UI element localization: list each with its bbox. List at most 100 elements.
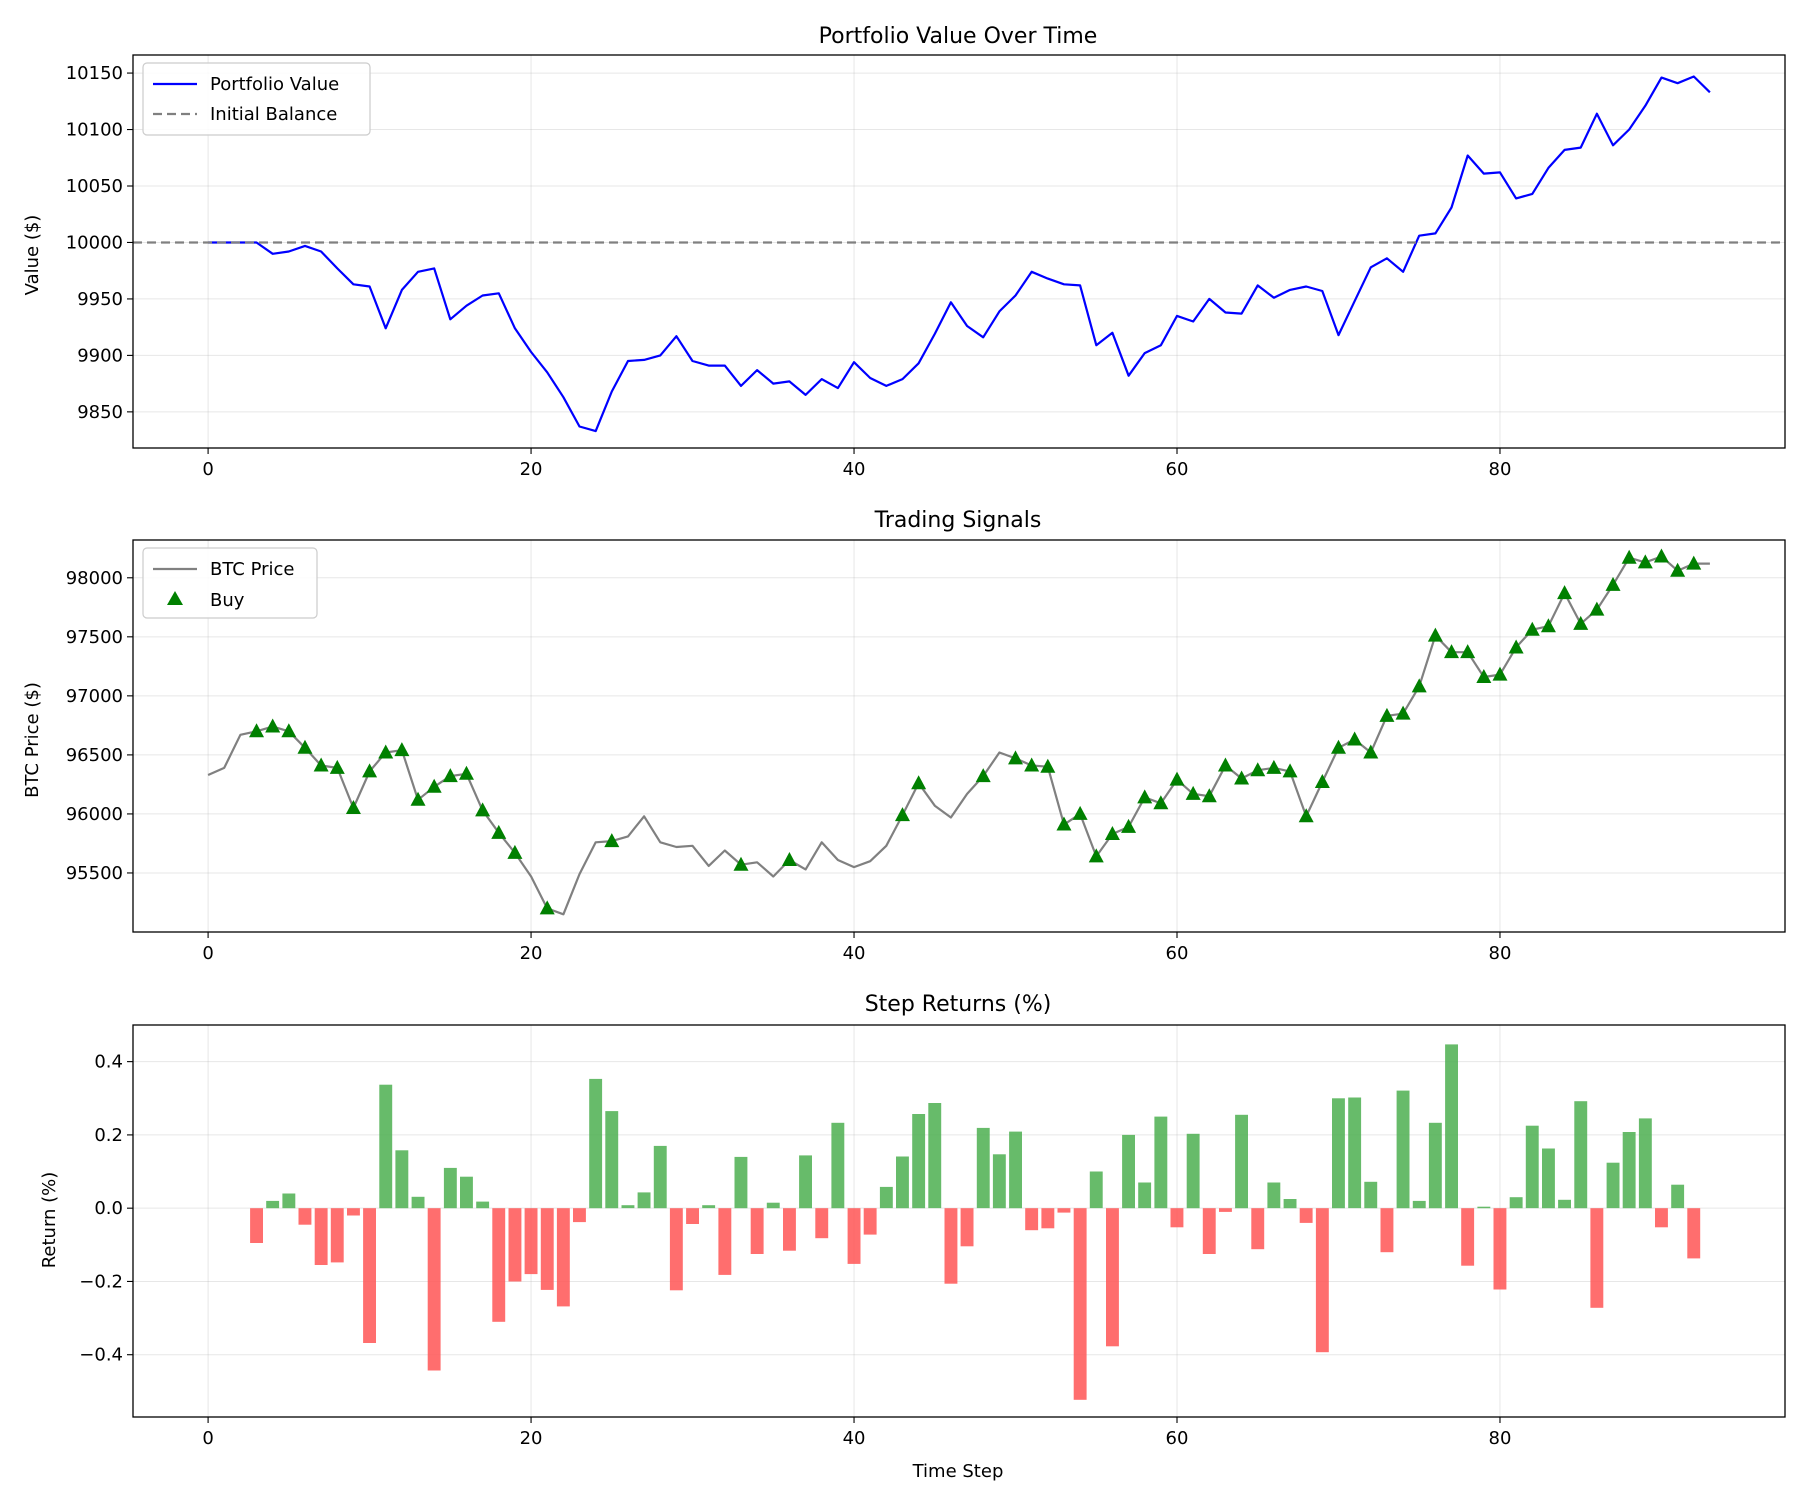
return-bar <box>896 1156 909 1209</box>
buy-marker <box>1411 678 1427 693</box>
return-bar <box>476 1201 490 1209</box>
return-bar <box>1638 1118 1652 1209</box>
plot-area <box>132 1024 1786 1418</box>
return-bar <box>605 1111 619 1209</box>
series-line <box>208 75 1711 433</box>
y-tick-label: 9900 <box>77 345 123 366</box>
return-bar <box>266 1200 280 1209</box>
return-bar <box>1493 1208 1507 1290</box>
buy-marker <box>378 744 394 759</box>
return-bar <box>1687 1208 1701 1259</box>
legend-marker-buy <box>167 591 183 605</box>
portfolio-value-panel: Portfolio Value Over Time Value ($) 0 20 4… <box>22 24 1786 480</box>
return-bar <box>443 1167 457 1209</box>
buy-marker <box>604 833 620 848</box>
x-tick-label: 20 <box>520 943 543 964</box>
return-bar <box>298 1208 312 1225</box>
trading-signals-panel: Trading Signals BTC Price ($) 0 20 40 60 80 9… <box>22 508 1786 964</box>
y-tick-label: 0.0 <box>94 1198 123 1219</box>
buy-marker <box>491 824 507 839</box>
x-tick-label: 40 <box>843 943 866 964</box>
buy-marker <box>1444 644 1460 659</box>
return-bar <box>992 1154 1006 1209</box>
return-bar <box>1477 1206 1491 1209</box>
x-tick-label: 0 <box>202 459 213 480</box>
return-bar <box>734 1156 748 1209</box>
buy-marker <box>1121 818 1137 833</box>
return-bar <box>1509 1197 1523 1209</box>
return-bar <box>944 1208 958 1284</box>
y-axis-label: BTC Price ($) <box>22 682 43 798</box>
x-tick-label: 80 <box>1489 1428 1512 1449</box>
return-bar <box>330 1208 344 1263</box>
buy-marker <box>1298 808 1314 823</box>
y-tick-label: 97500 <box>66 627 123 648</box>
buy-marker <box>1589 601 1605 616</box>
x-axis-label: Time Step <box>912 1461 1004 1482</box>
y-tick-label: 0.2 <box>94 1125 123 1146</box>
x-tick-label: 60 <box>1166 459 1189 480</box>
buy-marker <box>281 723 297 738</box>
chart-title: Step Returns (%) <box>865 992 1052 1017</box>
buy-marker <box>313 757 329 772</box>
buy-marker <box>1185 785 1201 800</box>
series-line <box>207 555 1710 916</box>
return-bar <box>1235 1114 1248 1209</box>
buy-marker <box>1024 757 1040 772</box>
x-tick-label: 80 <box>1489 459 1512 480</box>
return-bar <box>1154 1116 1168 1209</box>
buy-marker <box>1169 771 1185 786</box>
return-bar <box>1009 1131 1022 1209</box>
return-bar <box>1267 1182 1281 1209</box>
return-bar <box>783 1208 796 1251</box>
legend-label: Initial Balance <box>210 104 337 125</box>
buy-marker <box>1137 789 1153 804</box>
buy-marker <box>733 856 749 871</box>
return-bar <box>556 1208 570 1307</box>
buy-marker <box>1072 805 1088 820</box>
buy-marker <box>442 768 458 783</box>
buy-marker <box>1363 744 1379 759</box>
return-bar <box>395 1150 409 1209</box>
buy-marker <box>1104 826 1120 840</box>
x-tick-label: 40 <box>843 1428 866 1449</box>
return-bar <box>1542 1148 1555 1209</box>
buy-marker <box>394 742 410 757</box>
return-bar <box>1219 1208 1232 1212</box>
return-bar <box>1041 1208 1055 1229</box>
buy-marker <box>265 718 281 733</box>
buy-marker <box>1282 763 1298 778</box>
buy-marker <box>1670 562 1686 577</box>
return-bar <box>347 1208 360 1216</box>
return-bar <box>799 1155 812 1209</box>
x-tick-label: 60 <box>1166 1428 1189 1449</box>
buy-marker <box>1460 644 1476 659</box>
return-bar <box>912 1114 926 1209</box>
return-bar <box>1106 1208 1119 1347</box>
return-bar <box>1089 1171 1103 1209</box>
y-tick-label: 9850 <box>77 402 123 423</box>
buy-marker <box>1201 788 1217 803</box>
return-bar <box>540 1208 554 1290</box>
return-bar <box>815 1208 829 1239</box>
buy-marker <box>1056 816 1072 831</box>
buy-marker <box>781 851 797 866</box>
buy-marker <box>345 800 361 815</box>
plot-area <box>132 54 1786 449</box>
buy-marker <box>911 775 927 790</box>
buy-marker <box>1621 549 1637 564</box>
buy-marker <box>1250 762 1266 777</box>
return-bar <box>686 1208 699 1224</box>
return-bar <box>460 1176 473 1209</box>
return-bar <box>621 1205 635 1209</box>
return-bar <box>573 1208 586 1223</box>
return-bar <box>1525 1125 1539 1209</box>
chart-title: Trading Signals <box>874 508 1042 533</box>
return-bar <box>637 1192 651 1209</box>
return-bar <box>492 1208 506 1322</box>
return-bar <box>928 1103 942 1209</box>
buy-marker <box>1637 554 1653 569</box>
buy-marker <box>475 802 491 817</box>
return-bar <box>669 1208 683 1291</box>
